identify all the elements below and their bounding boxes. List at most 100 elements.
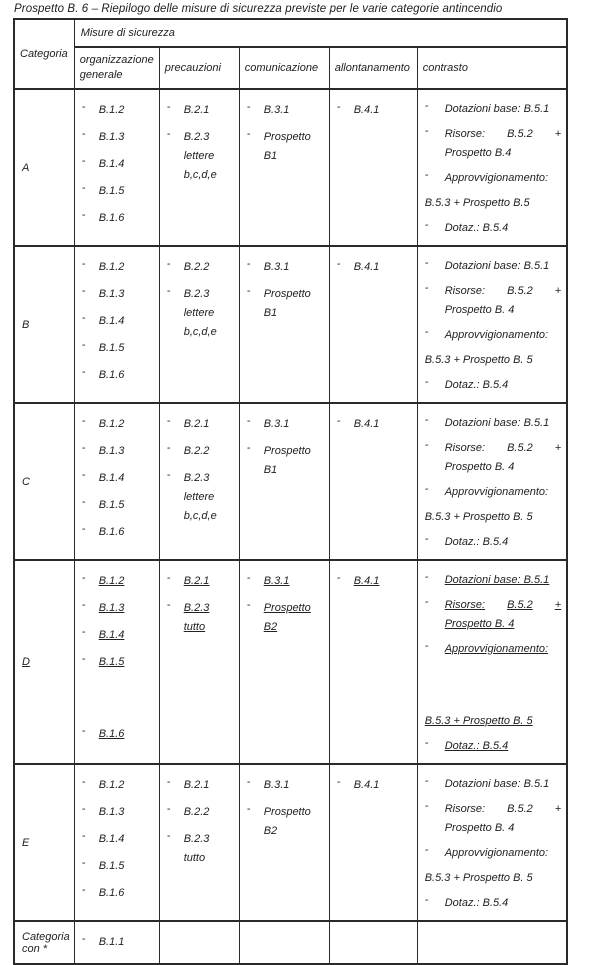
text-line: B.1.4 [98, 472, 125, 484]
cell-allontanamento [328, 920, 418, 965]
list-item-text: B.1.3 [99, 599, 157, 618]
list-item-text: B.1.1 [99, 933, 157, 952]
text-word: Risorse: [444, 803, 486, 815]
list-item-text: B.1.6 [99, 209, 157, 228]
bullet-dash: - [166, 415, 171, 427]
list-item: - B.1.2 [82, 415, 157, 434]
list-item: - Prospetto B1 [247, 285, 327, 323]
cell-content: - B.2.2- B.2.3 lettere b,c,d,e [160, 248, 238, 376]
list-item-text: B.1.2 [99, 101, 157, 120]
list-item-text: Dotaz.: B.5.4 [445, 894, 565, 913]
bullet-dash: - [246, 442, 251, 454]
justified-line: Risorse: B.5.2 + [445, 282, 565, 301]
header-allontanamento: allontanamento [328, 46, 418, 90]
cell-precauzioni: - B.2.1- B.2.3 lettere b,c,d,e [158, 88, 240, 247]
list-item-text: B.2.1 [184, 101, 237, 120]
list-item: - B.1.6 [82, 523, 157, 542]
cell-comunicazione: - B.3.1- Prospetto B1 [238, 402, 330, 561]
list-item-text: B.2.3 tutto [184, 599, 237, 637]
bullet-dash: - [81, 857, 86, 869]
cell-content [240, 923, 328, 962]
bullet-dash: - [81, 209, 86, 221]
text-line: B1 [263, 307, 278, 319]
bullet-dash: - [81, 285, 86, 297]
list-item-text: B.1.5 [99, 496, 157, 515]
list-item: - B.2.1 [167, 415, 237, 434]
bullet-dash: - [81, 339, 86, 351]
list-item-text: B.2.2 [184, 442, 237, 461]
list-item-text: Dotazioni base: B.5.1 [445, 414, 565, 433]
text-line: Prospetto [263, 602, 311, 614]
text-line: Dotazioni base: B.5.1 [444, 417, 550, 429]
list-item: - B.1.2 [82, 572, 157, 591]
bullet-dash: - [166, 285, 171, 297]
justified-line: Risorse: B.5.2 + [445, 439, 565, 458]
table-row-a: A - B.1.2- B.1.3- B.1.4- B.1.5- B.1.6- B.2.1- B.… [13, 88, 568, 247]
cell-content: - B.1.2- B.1.3- B.1.4- B.1.5- B.1.6 [75, 405, 158, 550]
text-line: Prospetto B. 4 [444, 618, 515, 630]
text-line: B.1.4 [98, 629, 125, 641]
header-row-misure: Categoria Misure di sicurezza [13, 18, 568, 90]
list-item: - B.2.3 tutto [167, 830, 237, 868]
bullet-dash: - [81, 128, 86, 140]
bullet-dash: - [246, 285, 251, 297]
cell-allontanamento: - B.4.1 [328, 559, 418, 765]
list-item: - B.4.1 [337, 258, 415, 277]
text-line: B.1.5 [98, 860, 125, 872]
table-header: Categoria Misure di sicurezza organizzaz… [13, 18, 568, 90]
list-item-text: Approvvigionamento: [445, 844, 565, 863]
cell-content: - B.2.1- B.2.2- B.2.3 lettere b,c,d,e [160, 405, 238, 534]
text-line: b,c,d,e [183, 169, 217, 181]
cell-content: - B.2.1- B.2.2- B.2.3 tutto [160, 766, 238, 893]
text-line: B.1.5 [98, 656, 125, 668]
bullet-dash: - [81, 725, 86, 737]
cell-allontanamento: - B.4.1 [328, 763, 418, 922]
text-word: Risorse: [444, 442, 486, 454]
category-cell: E [13, 763, 75, 922]
list-item-text: Approvvigionamento: [445, 326, 565, 345]
text-line: B.1.6 [98, 887, 125, 899]
cell-content: - Dotazioni base: B.5.1 - Risorse: B.5.2 + Pro… [418, 562, 566, 762]
list-item-text: B.1.4 [99, 155, 157, 174]
bullet-dash: - [81, 155, 86, 167]
list-item: - B.2.3 tutto [167, 599, 237, 637]
list-item: - Approvvigionamento: [425, 640, 565, 659]
bullet-dash: - [81, 258, 86, 270]
list-item: - B.1.4 [82, 830, 157, 849]
list-item-text: Prospetto B1 [264, 285, 327, 323]
text-line: Prospetto B.4 [444, 147, 512, 159]
list-item-text: Risorse: B.5.2 + Prospetto B. 4 [445, 596, 565, 634]
list-item-text: Risorse: B.5.2 + Prospetto B. 4 [445, 800, 565, 838]
text-line: B.2.3 [183, 833, 210, 845]
bullet-dash: - [424, 483, 429, 495]
text-line: B.2.3 [183, 131, 210, 143]
text-line: Approvvigionamento: [444, 486, 549, 498]
bullet-dash: - [166, 258, 171, 270]
bullet-dash: - [166, 469, 171, 481]
text-line: B.1.3 [98, 602, 125, 614]
prospetto-table: Categoria Misure di sicurezza organizzaz… [13, 18, 569, 965]
category-cell: D [13, 559, 75, 765]
text-line: B.2.1 [183, 575, 210, 587]
text-line: b,c,d,e [183, 326, 217, 338]
bullet-dash: - [336, 101, 341, 113]
header-categoria: Categoria [13, 18, 75, 90]
list-item: - B.4.1 [337, 101, 415, 120]
text-line: B.3.1 [263, 261, 290, 273]
list-item-text: B.1.4 [99, 830, 157, 849]
bullet-dash: - [424, 125, 429, 137]
text-word: + [554, 803, 562, 815]
bullet-dash: - [424, 439, 429, 451]
cell-content: - Dotazioni base: B.5.1 - Risorse: B.5.2 + Pro… [418, 405, 566, 558]
list-item-text: Approvvigionamento: [445, 640, 565, 659]
cell-content: - B.1.2- B.1.3- B.1.4- B.1.5- B.1.6 [75, 562, 158, 752]
bullet-dash: - [166, 442, 171, 454]
text-line: B.1.1 [98, 936, 125, 948]
bullet-dash: - [81, 469, 86, 481]
list-item: - Prospetto B2 [247, 599, 327, 637]
table-row-footer: Categoria con * - B.1.1 [13, 920, 568, 965]
text-line: B.1.2 [98, 779, 125, 791]
cell-contrasto: - Dotazioni base: B.5.1 - Risorse: B.5.2 + Pro… [416, 763, 568, 922]
table-body: A - B.1.2- B.1.3- B.1.4- B.1.5- B.1.6- B.2.1- B.… [13, 88, 568, 965]
text-word: Risorse: [444, 128, 486, 140]
